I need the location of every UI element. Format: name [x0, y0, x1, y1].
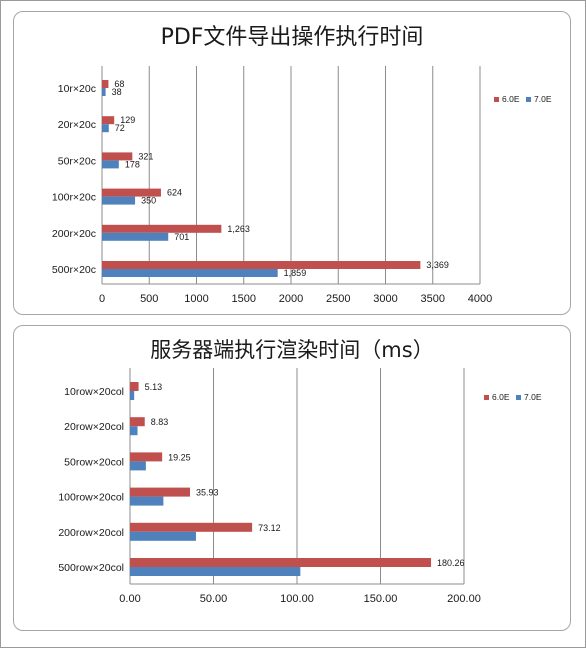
category-label: 10r×20c [58, 83, 96, 95]
bar-7-0E-3 [102, 196, 136, 205]
bar-7-0E-5 [102, 269, 278, 277]
data-label: 129 [120, 115, 135, 125]
x-tick-label: 2000 [279, 293, 303, 305]
data-label: 1,263 [227, 224, 250, 234]
x-tick-label: 1500 [232, 293, 256, 305]
x-tick-label: 100.00 [280, 593, 314, 605]
legend-label: 6.0E [492, 392, 510, 402]
bar-7-0E-4 [102, 232, 169, 241]
bar-6-0E-5 [130, 558, 432, 567]
category-label: 20r×20c [58, 119, 96, 131]
data-label: 72 [115, 123, 125, 133]
data-label: 701 [174, 232, 189, 242]
category-label: 200row×20col [58, 527, 124, 539]
bar-7-0E-0 [130, 391, 135, 400]
bar-7-0E-0 [102, 88, 106, 96]
pdf-export-chart-panel: PDF文件导出操作执行时间 0 500 1000 1500 2000 2500 3000 35… [13, 11, 571, 315]
data-label: 321 [138, 151, 153, 161]
legend-label: 7.0E [524, 392, 542, 402]
legend-label: 7.0E [534, 94, 552, 104]
x-tick-label: 3500 [421, 293, 445, 305]
data-label: 1,859 [284, 268, 307, 278]
pdf-export-bar-chart: 0 500 1000 1500 2000 2500 3000 3500 4000 10r×20c 6… [52, 66, 552, 305]
data-label: 180.26 [437, 558, 465, 568]
bar-6-0E-1 [102, 116, 115, 125]
legend-swatch [526, 97, 531, 102]
chart-title: PDF文件导出操作执行时间 [160, 25, 424, 50]
data-label: 350 [141, 196, 156, 206]
legend-label: 6.0E [502, 94, 520, 104]
bar-7-0E-2 [102, 160, 119, 169]
data-label: 8.83 [151, 417, 169, 427]
data-label: 38 [112, 87, 122, 97]
chart-title: 服务器端执行渲染时间（ms） [150, 338, 434, 362]
bar-6-0E-5 [102, 261, 421, 269]
x-tick-label: 4000 [468, 293, 492, 305]
bar-6-0E-4 [102, 224, 222, 233]
x-tick-label: 0.00 [119, 593, 140, 605]
legend-swatch [516, 395, 521, 400]
bar-6-0E-1 [130, 417, 145, 427]
data-label: 178 [125, 159, 140, 169]
category-label: 10row×20col [64, 386, 124, 398]
bar-7-0E-1 [130, 426, 138, 436]
bar-6-0E-4 [130, 522, 253, 532]
category-label: 50r×20c [58, 155, 96, 167]
server-render-chart-panel: 服务器端执行渲染时间（ms） 0.00 50.00 100.00 150.00 200.… [13, 325, 571, 631]
bar-6-0E-3 [130, 487, 191, 497]
category-label: 200r×20c [52, 228, 96, 240]
category-label: 100r×20c [52, 192, 96, 204]
bar-7-0E-1 [102, 124, 109, 133]
bar-6-0E-2 [102, 152, 133, 161]
x-tick-label: 50.00 [200, 593, 228, 605]
data-label: 73.12 [258, 523, 281, 533]
category-label: 500row×20col [58, 562, 124, 574]
bar-7-0E-3 [130, 496, 164, 506]
data-label: 5.13 [145, 382, 163, 392]
data-label: 68 [114, 79, 124, 89]
x-tick-label: 150.00 [364, 593, 398, 605]
category-label: 20row×20col [64, 421, 124, 433]
bar-7-0E-2 [130, 461, 146, 471]
category-label: 100row×20col [58, 492, 124, 504]
data-label: 624 [167, 188, 182, 198]
x-tick-label: 500 [140, 293, 158, 305]
category-label: 50row×20col [64, 456, 124, 468]
data-label: 19.25 [168, 452, 191, 462]
data-label: 3,369 [426, 260, 449, 270]
server-render-bar-chart: 0.00 50.00 100.00 150.00 200.00 10row×20col 5.… [58, 368, 542, 605]
x-tick-label: 2500 [326, 293, 350, 305]
bar-6-0E-0 [102, 80, 109, 88]
category-label: 500r×20c [52, 264, 96, 276]
legend-swatch [494, 97, 499, 102]
x-tick-label: 200.00 [447, 593, 481, 605]
bar-7-0E-4 [130, 531, 196, 541]
x-tick-label: 1000 [184, 293, 208, 305]
legend-swatch [484, 395, 489, 400]
x-tick-label: 0 [99, 293, 105, 305]
bar-6-0E-2 [130, 452, 163, 462]
bar-6-0E-3 [102, 188, 161, 197]
bar-7-0E-5 [130, 567, 301, 576]
x-tick-label: 3000 [373, 293, 397, 305]
bar-6-0E-0 [130, 382, 139, 391]
data-label: 35.93 [196, 488, 219, 498]
